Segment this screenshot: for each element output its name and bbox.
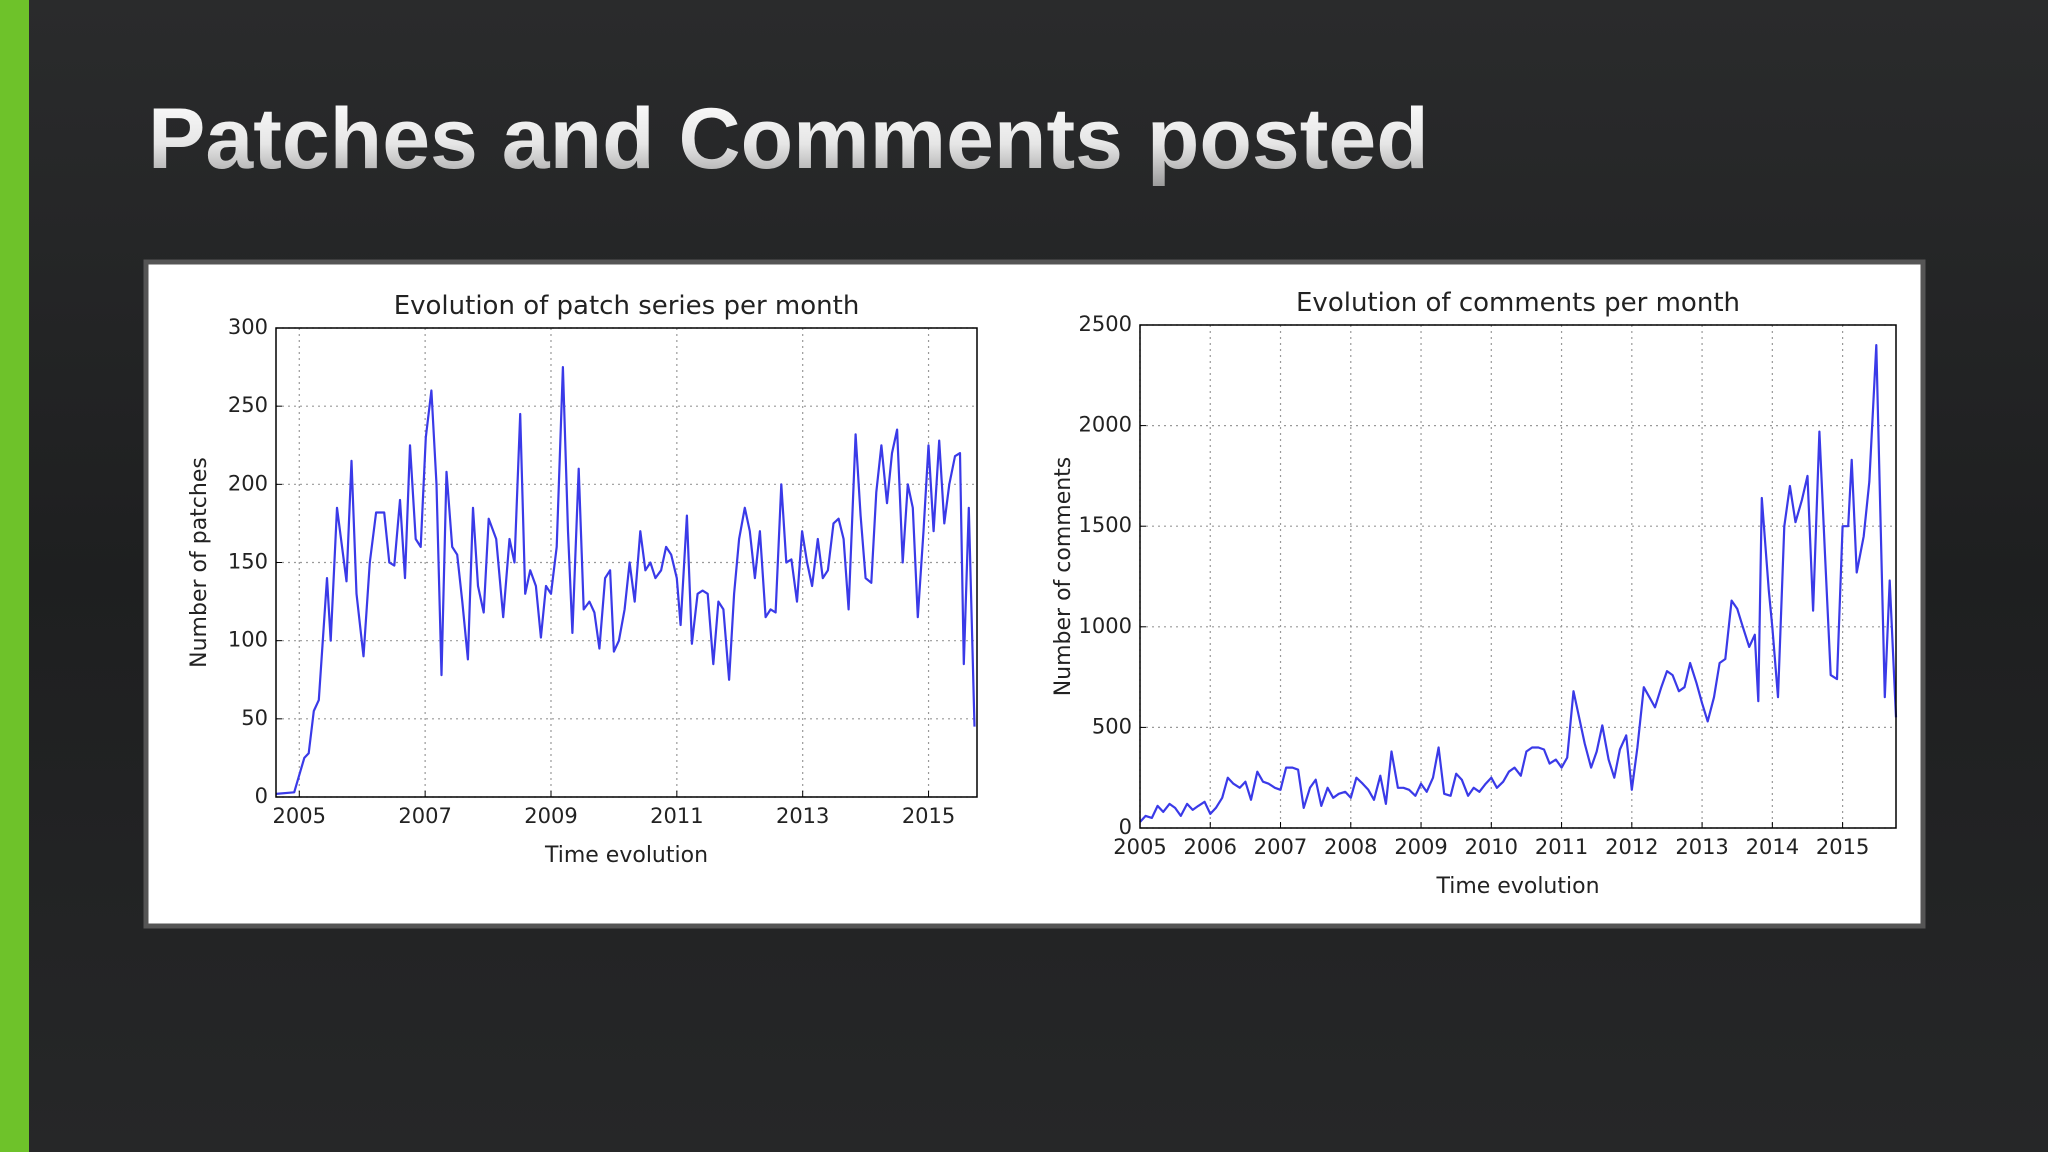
y-tick-label: 250 [228, 393, 268, 417]
plot-frame [1139, 324, 1897, 829]
x-tick-label: 2015 [1816, 835, 1869, 859]
y-tick-label: 2000 [1079, 413, 1132, 437]
y-tick-label: 0 [1119, 815, 1132, 839]
x-axis-label: Time evolution [544, 843, 708, 868]
y-tick-label: 1500 [1079, 513, 1132, 537]
data-line [1139, 344, 1898, 823]
x-tick-label: 2013 [776, 804, 829, 828]
x-tick-label: 2010 [1465, 835, 1518, 859]
x-tick-label: 2012 [1605, 835, 1658, 859]
x-axis-label: Time evolution [1435, 874, 1599, 899]
x-tick-label: 2007 [1254, 835, 1307, 859]
x-tick-label: 2008 [1324, 835, 1377, 859]
x-tick-label: 2011 [650, 804, 703, 828]
chart-title: Evolution of patch series per month [394, 291, 860, 321]
y-tick-label: 150 [228, 550, 268, 574]
x-tick-label: 2005 [273, 804, 326, 828]
y-axis-label: Number of patches [187, 457, 212, 668]
chart-title: Evolution of comments per month [1296, 288, 1740, 318]
y-tick-label: 1000 [1079, 614, 1132, 638]
x-tick-label: 2009 [1394, 835, 1447, 859]
x-tick-label: 2005 [1113, 835, 1166, 859]
x-tick-label: 2007 [398, 804, 451, 828]
x-tick-label: 2013 [1675, 835, 1728, 859]
y-tick-label: 300 [228, 315, 268, 339]
y-tick-label: 200 [228, 471, 268, 495]
accent-bar [0, 0, 29, 1152]
data-line [275, 366, 976, 795]
x-tick-label: 2015 [902, 804, 955, 828]
x-tick-label: 2006 [1184, 835, 1237, 859]
y-tick-label: 2500 [1079, 312, 1132, 336]
y-tick-label: 0 [255, 784, 268, 808]
chart-panel [143, 259, 1926, 929]
x-tick-label: 2009 [524, 804, 577, 828]
y-axis-label: Number of comments [1051, 457, 1076, 697]
x-tick-label: 2014 [1746, 835, 1799, 859]
x-tick-label: 2011 [1535, 835, 1588, 859]
y-tick-label: 500 [1092, 714, 1132, 738]
plot-frame [275, 327, 978, 798]
y-tick-label: 100 [228, 628, 268, 652]
y-tick-label: 50 [241, 706, 268, 730]
slide-title: Patches and Comments posted [148, 91, 1429, 187]
